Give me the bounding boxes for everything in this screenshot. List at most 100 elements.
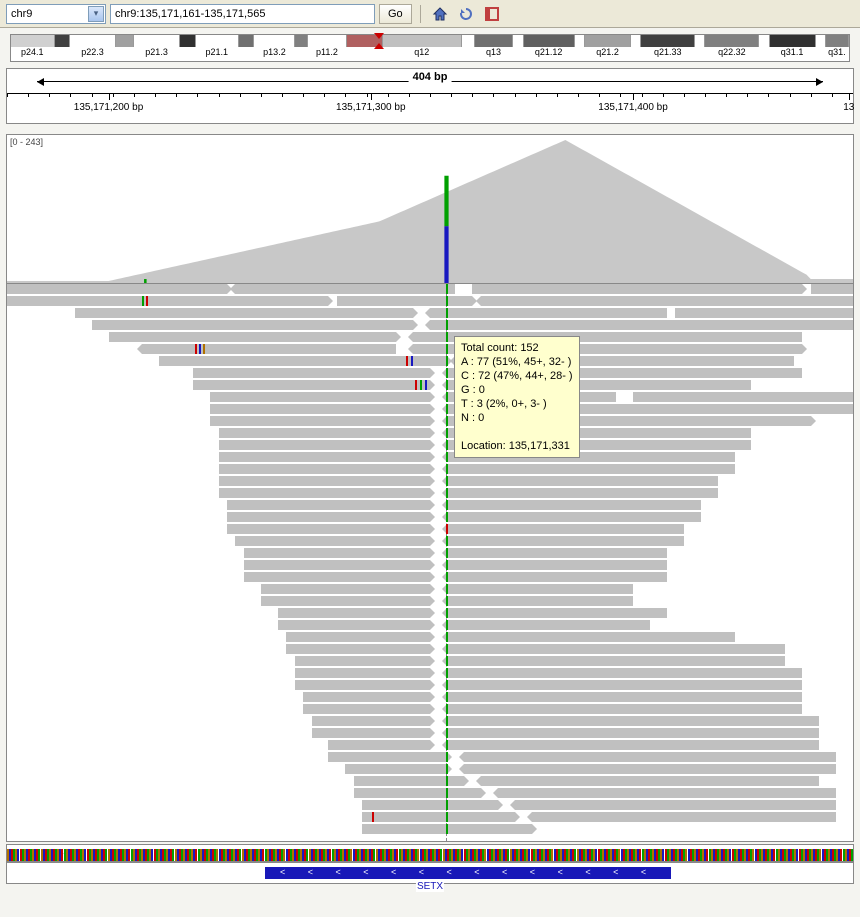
read[interactable] bbox=[362, 800, 497, 810]
read[interactable] bbox=[447, 572, 667, 582]
read[interactable] bbox=[447, 656, 785, 666]
read[interactable] bbox=[447, 524, 684, 534]
read[interactable] bbox=[286, 644, 430, 654]
gene-track[interactable]: < < < < < < < < < < < < < < SETX bbox=[6, 862, 854, 884]
read[interactable] bbox=[278, 620, 430, 630]
chevron-down-icon[interactable]: ▾ bbox=[88, 6, 104, 22]
read[interactable] bbox=[227, 524, 430, 534]
read[interactable] bbox=[92, 320, 413, 330]
read[interactable] bbox=[261, 596, 430, 606]
read[interactable] bbox=[447, 728, 819, 738]
read[interactable] bbox=[447, 716, 819, 726]
read[interactable] bbox=[430, 320, 853, 330]
read[interactable] bbox=[540, 416, 811, 426]
read[interactable] bbox=[244, 548, 430, 558]
read[interactable] bbox=[328, 740, 430, 750]
read[interactable] bbox=[303, 704, 430, 714]
read[interactable] bbox=[210, 404, 430, 414]
read[interactable] bbox=[219, 476, 431, 486]
read[interactable] bbox=[354, 788, 481, 798]
read[interactable] bbox=[447, 500, 701, 510]
read[interactable] bbox=[447, 620, 650, 630]
read[interactable] bbox=[447, 560, 667, 570]
sequence-track[interactable]: → → → → → → → bbox=[6, 844, 854, 862]
read[interactable] bbox=[7, 284, 227, 294]
read[interactable] bbox=[210, 416, 430, 426]
read[interactable] bbox=[472, 284, 802, 294]
allele-mark bbox=[446, 464, 448, 474]
read[interactable] bbox=[244, 560, 430, 570]
read[interactable] bbox=[447, 740, 819, 750]
read[interactable] bbox=[811, 284, 853, 294]
read[interactable] bbox=[481, 296, 853, 306]
read[interactable] bbox=[227, 512, 430, 522]
read[interactable] bbox=[7, 296, 328, 306]
read[interactable] bbox=[447, 536, 684, 546]
read[interactable] bbox=[278, 608, 430, 618]
read[interactable] bbox=[295, 656, 430, 666]
read[interactable] bbox=[295, 680, 430, 690]
region-tool-icon[interactable] bbox=[481, 4, 503, 24]
read[interactable] bbox=[447, 476, 718, 486]
read[interactable] bbox=[210, 392, 430, 402]
read[interactable] bbox=[447, 548, 667, 558]
read[interactable] bbox=[532, 812, 837, 822]
read[interactable] bbox=[235, 284, 455, 294]
read[interactable] bbox=[286, 632, 430, 642]
ruler-panel[interactable]: 404 bp 135,171,200 bp135,171,300 bp135,1… bbox=[6, 68, 854, 124]
locus-input[interactable] bbox=[110, 4, 375, 24]
ideogram[interactable]: p24.1p22.3p21.3p21.1p13.2p11.2q12q13q21.… bbox=[10, 34, 850, 62]
read[interactable] bbox=[447, 644, 785, 654]
read[interactable] bbox=[447, 488, 718, 498]
read[interactable] bbox=[75, 308, 413, 318]
read[interactable] bbox=[447, 680, 802, 690]
read[interactable] bbox=[219, 488, 431, 498]
read[interactable] bbox=[109, 332, 397, 342]
read[interactable] bbox=[447, 668, 802, 678]
read[interactable] bbox=[464, 764, 836, 774]
read[interactable] bbox=[447, 584, 633, 594]
read[interactable] bbox=[219, 428, 431, 438]
read[interactable] bbox=[447, 692, 802, 702]
go-button[interactable]: Go bbox=[379, 4, 412, 24]
read[interactable] bbox=[244, 572, 430, 582]
read[interactable] bbox=[675, 308, 853, 318]
gene-bar[interactable]: < < < < < < < < < < < < < < bbox=[265, 867, 671, 879]
read[interactable] bbox=[261, 584, 430, 594]
coverage-track[interactable] bbox=[7, 138, 853, 284]
read[interactable] bbox=[312, 716, 430, 726]
read[interactable] bbox=[193, 380, 430, 390]
read[interactable] bbox=[447, 704, 802, 714]
read[interactable] bbox=[464, 752, 836, 762]
track-panel[interactable]: [0 - 243] bbox=[6, 134, 854, 842]
read[interactable] bbox=[498, 788, 836, 798]
read[interactable] bbox=[430, 308, 667, 318]
read[interactable] bbox=[328, 752, 446, 762]
read[interactable] bbox=[362, 812, 514, 822]
read[interactable] bbox=[481, 776, 819, 786]
chromosome-select[interactable]: ▾ bbox=[6, 4, 106, 24]
read[interactable] bbox=[447, 632, 735, 642]
read[interactable] bbox=[633, 392, 853, 402]
refresh-icon[interactable] bbox=[455, 4, 477, 24]
read[interactable] bbox=[345, 764, 447, 774]
read[interactable] bbox=[219, 452, 431, 462]
read[interactable] bbox=[447, 596, 633, 606]
read[interactable] bbox=[312, 728, 430, 738]
read[interactable] bbox=[447, 464, 735, 474]
read[interactable] bbox=[193, 368, 430, 378]
read[interactable] bbox=[303, 692, 430, 702]
read[interactable] bbox=[447, 512, 701, 522]
read[interactable] bbox=[142, 344, 396, 354]
read[interactable] bbox=[447, 608, 667, 618]
home-icon[interactable] bbox=[429, 4, 451, 24]
alignment-track[interactable] bbox=[7, 284, 853, 841]
read[interactable] bbox=[219, 440, 431, 450]
read[interactable] bbox=[159, 356, 447, 366]
read[interactable] bbox=[235, 536, 430, 546]
read[interactable] bbox=[337, 296, 472, 306]
read[interactable] bbox=[295, 668, 430, 678]
read[interactable] bbox=[219, 464, 431, 474]
read[interactable] bbox=[227, 500, 430, 510]
read[interactable] bbox=[515, 800, 836, 810]
